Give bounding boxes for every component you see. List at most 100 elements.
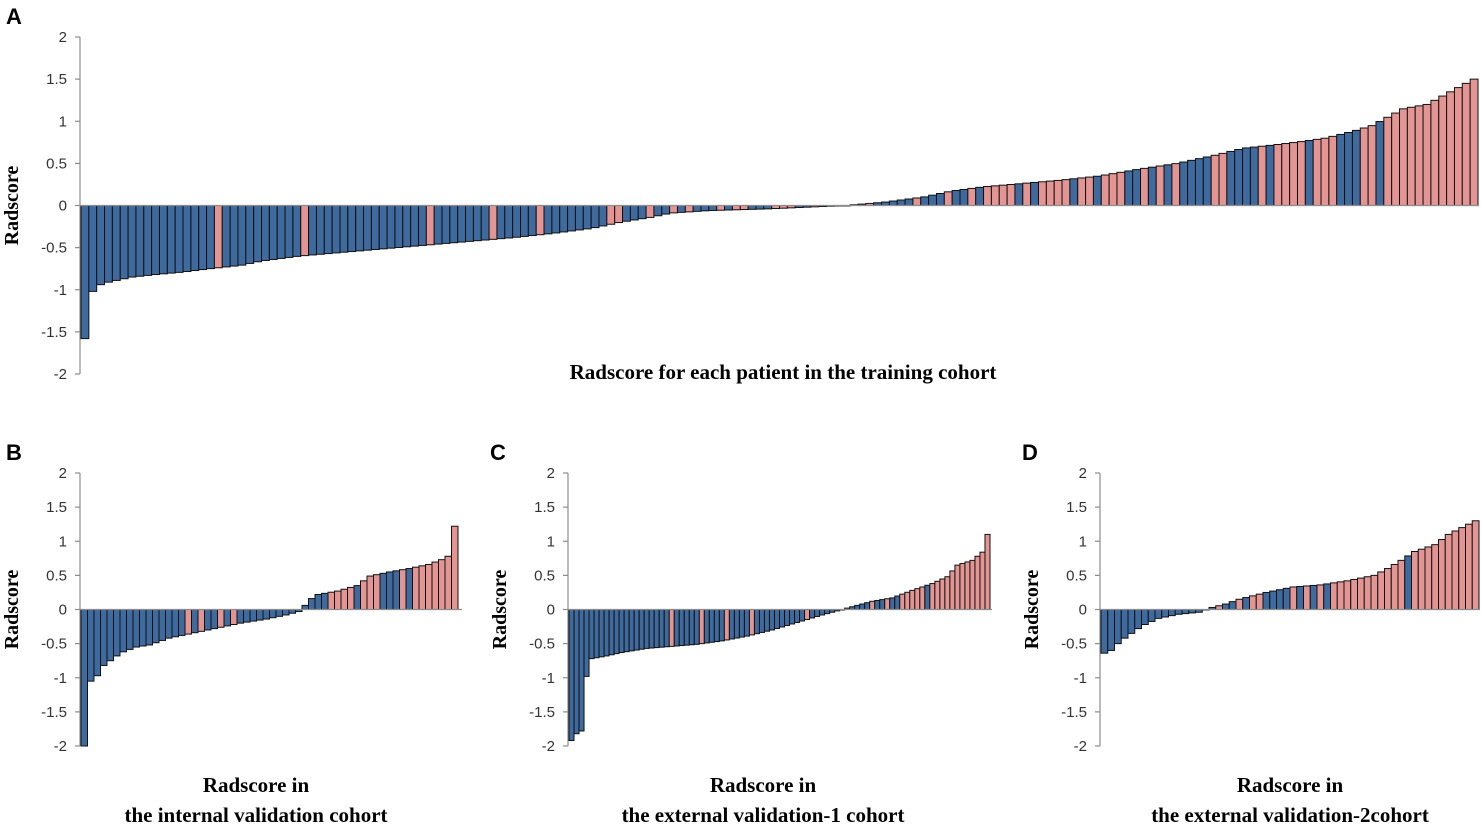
radscore-bar-c	[758, 609, 765, 633]
radscore-bar-c	[809, 609, 816, 619]
caption-a: Radscore for each patient in the trainin…	[570, 360, 997, 384]
radscore-bar-a	[229, 205, 239, 267]
y-tick-label-a: 1.5	[46, 71, 67, 88]
radscore-bar-c	[713, 609, 720, 643]
radscore-bar-c	[854, 604, 861, 611]
radscore-bar-c	[688, 609, 695, 646]
radscore-bar-b	[340, 588, 348, 610]
radscore-bar-a	[315, 205, 325, 255]
radscore-bar-a	[1116, 171, 1126, 206]
radscore-bar-d	[1114, 609, 1122, 645]
radscore-bar-d	[1161, 609, 1169, 618]
radscore-bar-b	[405, 568, 413, 610]
radscore-bar-d	[1465, 523, 1473, 610]
radscore-bar-b	[314, 593, 322, 610]
y-tick-label-c: -0.5	[529, 636, 555, 653]
radscore-bar-a	[731, 205, 741, 211]
radscore-bar-c	[588, 609, 595, 660]
y-tick-label-c: 1.5	[534, 499, 555, 516]
radscore-bar-a	[888, 200, 898, 206]
radscore-bar-a	[1077, 177, 1087, 207]
radscore-bar-a	[441, 205, 451, 244]
radscore-bar-c	[889, 597, 896, 611]
radscore-bar-a	[1092, 175, 1102, 207]
y-tick-label-b: 0	[59, 602, 67, 619]
radscore-bar-a	[1289, 142, 1298, 206]
radscore-bar-b	[152, 609, 160, 644]
radscore-bar-c	[598, 609, 605, 658]
radscore-bar-a	[1132, 169, 1142, 207]
radscore-bar-d	[1451, 530, 1460, 611]
radscore-bar-a	[339, 205, 349, 253]
radscore-bar-a	[488, 205, 498, 240]
radscore-bar-c	[959, 563, 966, 610]
radscore-bar-c	[643, 609, 650, 649]
radscore-bar-a	[1344, 132, 1353, 206]
y-tick-label-d: -1.5	[1061, 704, 1087, 721]
radscore-bar-a	[1155, 165, 1165, 206]
radscore-bar-a	[1140, 167, 1149, 206]
radscore-bar-a	[480, 205, 490, 241]
radscore-bar-b	[217, 609, 225, 628]
radscore-bar-a	[1037, 181, 1047, 206]
radscore-bar-c	[583, 609, 590, 677]
radscore-bar-d	[1168, 609, 1176, 617]
y-tick-label-a: 1	[59, 113, 67, 130]
radscore-bar-d	[1336, 581, 1345, 610]
radscore-bar-d	[1458, 527, 1466, 610]
radscore-bar-a	[716, 205, 726, 211]
y-tick-label-b: -0.5	[41, 636, 67, 653]
radscore-bar-a	[1351, 129, 1361, 207]
y-tick-label-b: -1.5	[41, 704, 67, 721]
radscore-bar-c	[879, 599, 886, 610]
radscore-bar-d	[1107, 609, 1115, 651]
radscore-bar-a	[363, 205, 372, 251]
radscore-bar-d	[1390, 563, 1399, 611]
panel-letter-b: B	[6, 440, 22, 465]
radscore-bar-a	[724, 205, 733, 211]
radscore-bar-d	[1222, 603, 1230, 610]
radscore-bar-a	[261, 205, 270, 261]
radscore-bar-a	[268, 205, 278, 260]
radscore-bar-a	[1187, 159, 1196, 207]
radscore-bar-a	[669, 205, 678, 214]
radscore-bar-a	[104, 205, 113, 283]
radscore-bar-a	[80, 205, 90, 340]
radscore-bar-d	[1357, 577, 1365, 610]
radscore-bar-a	[284, 205, 294, 258]
radscore-bar-d	[1350, 578, 1358, 610]
radscore-bar-c	[568, 609, 575, 742]
radscore-bar-c	[904, 591, 911, 611]
radscore-bar-a	[190, 205, 200, 272]
radscore-bar-a	[394, 205, 404, 248]
radscore-bar-c	[573, 609, 580, 735]
radscore-bar-d	[1377, 571, 1385, 611]
radscore-bar-a	[1053, 179, 1063, 206]
radscore-bar-a	[653, 205, 663, 217]
y-tick-label-a: -0.5	[41, 240, 67, 257]
radscore-bar-c	[969, 559, 976, 610]
y-tick-label-a: 2	[59, 29, 67, 46]
radscore-bar-d	[1147, 609, 1156, 622]
radscore-bar-a	[700, 205, 710, 212]
radscore-bar-d	[1282, 587, 1291, 611]
radscore-bar-d	[1330, 582, 1338, 611]
y-tick-label-d: 0	[1079, 602, 1087, 619]
caption-c-line2: the external validation-1 cohort	[622, 803, 905, 826]
y-tick-label-a: -1	[54, 282, 67, 299]
radscore-bar-d	[1309, 584, 1318, 611]
bars-a	[80, 78, 1479, 340]
radscore-bar-c	[723, 609, 730, 641]
radscore-bar-a	[1061, 179, 1071, 207]
radscore-bar-a	[292, 205, 302, 257]
radscore-bar-b	[392, 570, 400, 611]
y-tick-label-a: -2	[54, 366, 67, 383]
radscore-bar-a	[504, 205, 514, 239]
radscore-bar-b	[126, 609, 134, 650]
radscore-bar-a	[1006, 183, 1016, 207]
radscore-bar-c	[799, 609, 806, 622]
y-tick-label-d: 1	[1079, 533, 1087, 550]
radscore-bar-b	[145, 609, 153, 646]
panel-letter-c: C	[490, 440, 506, 465]
radscore-bar-b	[412, 566, 420, 610]
